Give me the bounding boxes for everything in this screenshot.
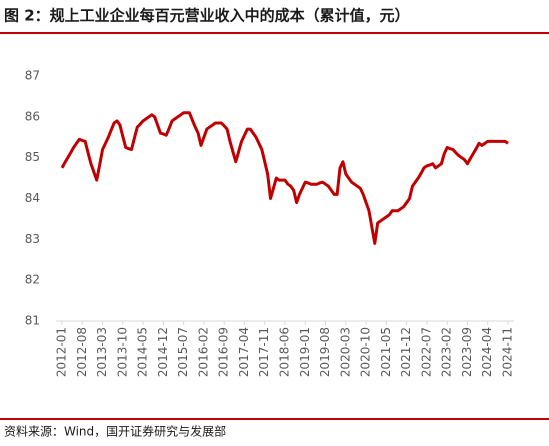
- x-tick-label: 2021-05: [379, 327, 393, 377]
- y-tick-label: 83: [25, 232, 40, 246]
- x-tick-label: 2012-08: [75, 327, 89, 377]
- y-tick-label: 86: [25, 109, 40, 123]
- x-tick-label: 2021-12: [399, 327, 413, 377]
- x-tick-label: 2017-11: [257, 327, 271, 377]
- y-tick-label: 82: [25, 273, 40, 287]
- y-tick-label: 84: [25, 191, 40, 205]
- x-tick-label: 2020-10: [359, 327, 373, 377]
- x-tick-label: 2018-06: [278, 327, 292, 377]
- source-note: 资料来源：Wind，国开证券研究与发展部: [4, 424, 226, 439]
- x-tick-label: 2024-04: [480, 327, 494, 377]
- y-tick-label: 85: [25, 150, 40, 164]
- x-tick-label: 2014-05: [136, 327, 150, 377]
- x-tick-label: 2016-02: [196, 327, 210, 377]
- x-tick-label: 2019-01: [298, 327, 312, 377]
- x-tick-label: 2022-07: [419, 327, 433, 377]
- y-tick-label: 81: [25, 314, 40, 328]
- y-tick-label: 87: [25, 69, 40, 83]
- x-tick-label: 2023-09: [460, 327, 474, 377]
- x-tick-label: 2024-11: [501, 327, 515, 377]
- x-tick-label: 2023-02: [440, 327, 454, 377]
- x-tick-label: 2016-09: [217, 327, 231, 377]
- x-tick-label: 2013-03: [95, 327, 109, 377]
- x-tick-label: 2014-12: [156, 327, 170, 377]
- x-tick-label: 2017-04: [237, 327, 251, 377]
- x-tick-label: 2019-08: [318, 327, 332, 377]
- data-line: [60, 111, 509, 245]
- x-tick-label: 2015-07: [176, 327, 190, 377]
- x-tick-label: 2013-10: [115, 327, 129, 377]
- x-tick-label: 2020-03: [338, 327, 352, 377]
- chart-title: 图 2：规上工业企业每百元营业收入中的成本（累计值，元）: [4, 7, 410, 25]
- x-tick-label: 2012-01: [55, 327, 69, 377]
